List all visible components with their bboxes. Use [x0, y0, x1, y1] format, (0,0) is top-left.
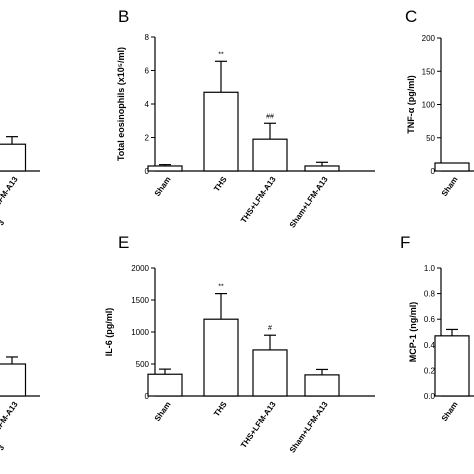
x-tick-label: Sham	[153, 175, 173, 198]
bar-ths-lfm-a13	[252, 349, 288, 397]
bar-ths	[203, 91, 239, 172]
panel-letter-e: E	[118, 233, 129, 252]
y-axis-label: IL-6 (pg/ml)	[104, 308, 114, 357]
y-tick-label: 1000	[131, 328, 149, 337]
x-tick-label: Sham+LFM-A13	[288, 400, 330, 455]
y-tick-label: 0	[145, 392, 150, 401]
x-tick-label: Sham	[440, 400, 460, 423]
y-tick-label: 0.4	[424, 341, 436, 350]
panel-letter-b: B	[118, 7, 129, 26]
significance-label: ##	[266, 113, 274, 120]
panel-letter-f: F	[400, 233, 410, 252]
y-tick-label: 0.0	[424, 392, 436, 401]
x-tick-label: Sham	[153, 400, 173, 423]
bar-sham	[147, 165, 183, 172]
x-tick-label: THS+LFM-A13	[239, 175, 278, 225]
bar-sham-lfm-a13	[0, 363, 27, 397]
y-tick-label: 0.6	[424, 315, 436, 324]
significance-label: #	[268, 325, 272, 332]
x-tick-label: THS+LFM-A13	[239, 400, 278, 450]
y-tick-label: 8	[145, 33, 150, 42]
x-tick-label-fragment: 3	[0, 218, 7, 227]
bar-sham-lfm-a13	[304, 374, 340, 397]
x-tick-label-fragment: 3	[0, 443, 7, 452]
bar-sham-lfm-a13	[304, 165, 340, 172]
bar-sham	[434, 162, 470, 172]
x-tick-label: Sham+LFM-A13	[0, 400, 20, 455]
x-tick-label: Sham+LFM-A13	[288, 175, 330, 230]
y-tick-label: 50	[426, 134, 435, 143]
y-tick-label: 6	[145, 67, 150, 76]
y-tick-label: 150	[422, 67, 436, 76]
bar-sham-lfm-a13	[0, 143, 27, 172]
y-tick-label: 1500	[131, 296, 149, 305]
y-axis-label: Total eosinophils (x10⁵/ml)	[116, 47, 126, 161]
significance-label: **	[218, 51, 224, 58]
y-tick-label: 0	[145, 167, 150, 176]
y-tick-label: 500	[136, 360, 150, 369]
panel-letter-c: C	[405, 7, 417, 26]
bar-sham	[147, 373, 183, 397]
x-tick-label: THS	[212, 174, 229, 193]
y-tick-label: 0.8	[424, 290, 436, 299]
y-tick-label: 2000	[131, 264, 149, 273]
bar-ths-lfm-a13	[252, 138, 288, 172]
y-axis-label: MCP-1 (ng/ml)	[408, 302, 418, 363]
y-tick-label: 200	[422, 34, 436, 43]
y-tick-label: 0.2	[424, 366, 436, 375]
y-tick-label: 100	[422, 101, 436, 110]
y-axis-label: TNF-α (pg/ml)	[406, 75, 416, 134]
y-tick-label: 0	[431, 167, 436, 176]
significance-label: **	[218, 284, 224, 291]
x-tick-label: THS	[212, 399, 229, 418]
bar-ths	[203, 318, 239, 397]
y-tick-label: 2	[145, 134, 150, 143]
y-tick-label: 1.0	[424, 264, 436, 273]
x-tick-label: Sham	[440, 175, 460, 198]
bar-sham	[434, 335, 470, 397]
y-tick-label: 4	[145, 100, 150, 109]
x-tick-label: Sham+LFM-A13	[0, 175, 20, 230]
